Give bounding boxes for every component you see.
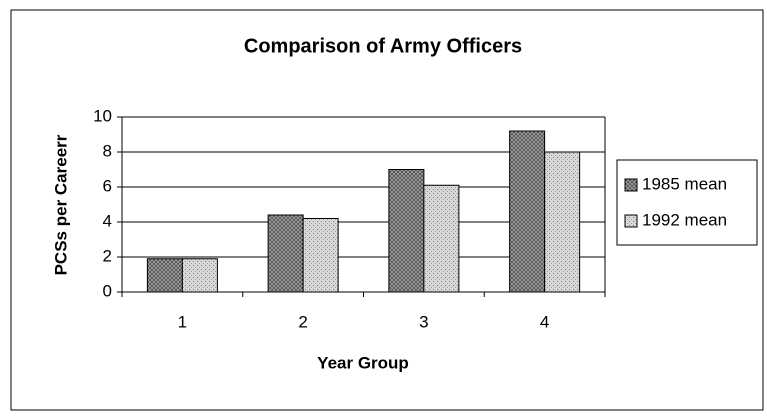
- legend-box: [616, 159, 758, 246]
- legend-swatch: [624, 178, 638, 192]
- x-tick-label: 1: [178, 312, 187, 331]
- y-axis-label: PCSs per Careerr: [51, 134, 70, 275]
- bar: [267, 214, 304, 293]
- bar: [388, 169, 425, 293]
- legend-label: 1985 mean: [642, 174, 727, 193]
- x-axis-label: Year Group: [317, 353, 409, 372]
- y-tick-label: 10: [93, 106, 112, 125]
- chart-border: [10, 9, 764, 411]
- y-tick-label: 6: [103, 176, 112, 195]
- chart-title: Comparison of Army Officers: [244, 35, 522, 57]
- y-tick-label: 2: [103, 246, 112, 265]
- x-tick-label: 3: [419, 312, 428, 331]
- y-tick-label: 8: [103, 141, 112, 160]
- bar: [509, 130, 546, 293]
- legend-swatch: [624, 214, 638, 228]
- bar: [302, 218, 339, 293]
- bar: [181, 258, 218, 293]
- y-tick-label: 0: [103, 281, 112, 300]
- bar: [544, 151, 581, 293]
- x-tick-label: 4: [540, 312, 549, 331]
- legend-label: 1992 mean: [642, 210, 727, 229]
- bar: [423, 184, 460, 293]
- x-tick-label: 2: [298, 312, 307, 331]
- bar: [146, 258, 183, 293]
- y-tick-label: 4: [103, 211, 112, 230]
